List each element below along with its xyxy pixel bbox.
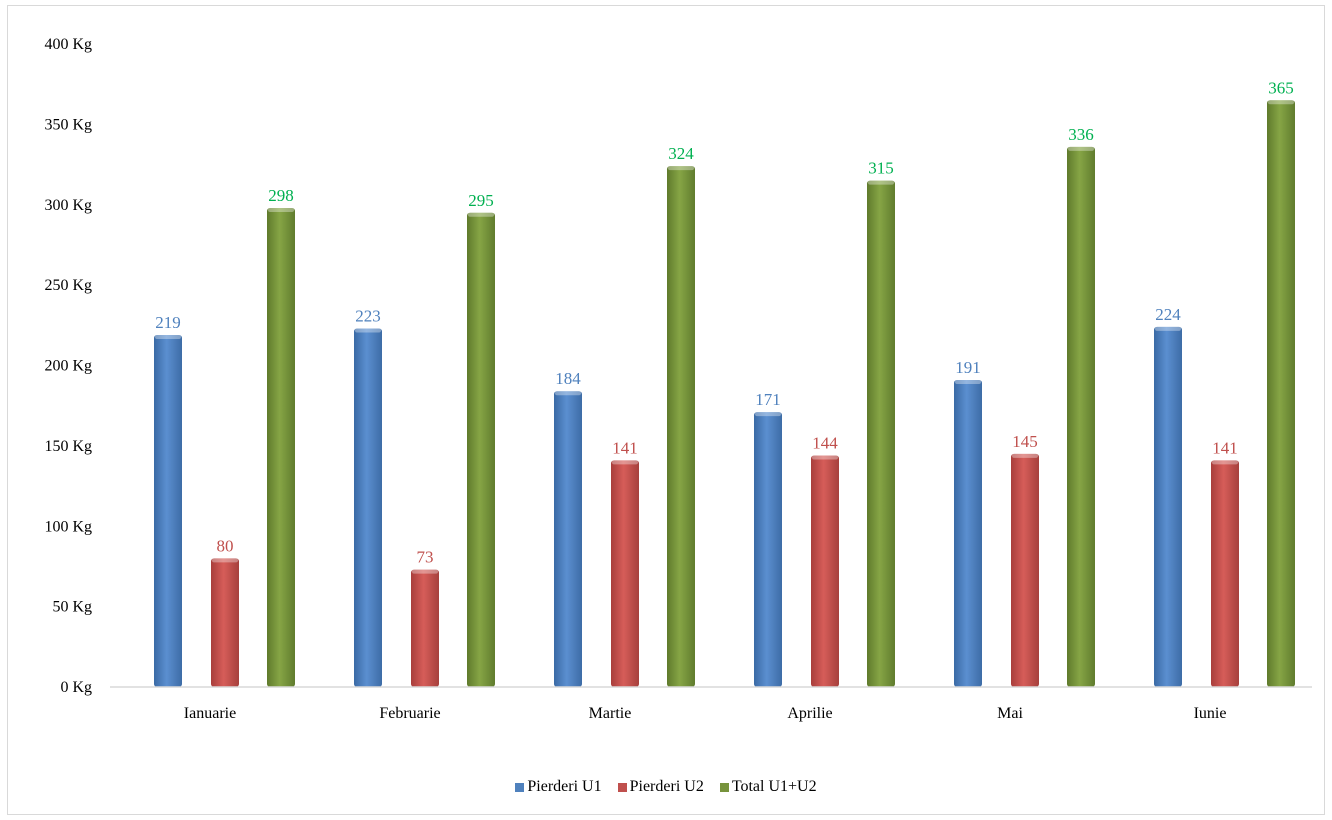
bar-cap: [155, 334, 181, 339]
bar-pierderi-u1-februarie: [354, 328, 382, 687]
bar-total-u1-u2-iunie: [1267, 100, 1295, 687]
bar-pierderi-u2-februarie: [411, 569, 439, 687]
y-tick-label: 350 Kg: [44, 116, 92, 133]
x-tick-label: Mai: [997, 705, 1023, 722]
bar-pierderi-u1-ianuarie: [154, 334, 182, 687]
data-label: 191: [955, 358, 981, 377]
y-tick-label: 150 Kg: [44, 438, 92, 455]
data-label: 73: [417, 548, 434, 567]
bar-cap: [868, 180, 894, 185]
x-tick-label: Februarie: [379, 705, 440, 722]
x-tick-label: Ianuarie: [184, 705, 236, 722]
data-label: 144: [812, 434, 838, 453]
y-tick-label: 200 Kg: [44, 358, 92, 375]
bar-total-u1-u2-februarie: [467, 212, 495, 687]
bar-cap: [555, 391, 581, 396]
data-label: 223: [355, 307, 381, 326]
bar-cap: [1068, 146, 1094, 151]
data-label: 80: [217, 536, 234, 555]
legend-item-pierderi-u2: Pierderi U2: [617, 778, 704, 796]
data-label: 365: [1268, 78, 1294, 97]
bar-cap: [755, 412, 781, 417]
bar-cap: [268, 207, 294, 212]
bar-cap: [412, 569, 438, 574]
legend-item-pierderi-u1: Pierderi U1: [515, 778, 602, 796]
legend-label-total-u1-u2: Total U1+U2: [731, 778, 817, 795]
data-label: 315: [868, 159, 894, 178]
legend-swatch-pierderi-u2: [617, 782, 627, 792]
bar-pierderi-u2-ianuarie: [211, 558, 239, 687]
data-label: 219: [155, 313, 181, 332]
bar-cap: [1212, 460, 1238, 465]
bar-pierderi-u1-iunie: [1154, 326, 1182, 687]
bar-cap: [212, 558, 238, 563]
data-label: 184: [555, 369, 581, 388]
x-tick-label: Iunie: [1194, 705, 1227, 722]
legend-swatch-total-u1-u2: [719, 782, 729, 792]
bar-pierderi-u2-martie: [611, 460, 639, 687]
data-label: 171: [755, 390, 781, 409]
y-tick-label: 300 Kg: [44, 197, 92, 214]
legend-item-total-u1-u2: Total U1+U2: [719, 778, 817, 796]
legend-label-pierderi-u1: Pierderi U1: [527, 778, 602, 795]
bar-pierderi-u2-mai: [1011, 453, 1039, 687]
bar-pierderi-u1-aprilie: [754, 412, 782, 687]
bar-total-u1-u2-ianuarie: [267, 207, 295, 687]
legend-swatch-pierderi-u1: [515, 782, 525, 792]
x-tick-label: Aprilie: [787, 705, 832, 722]
bar-cap: [355, 328, 381, 333]
bar-cap: [668, 166, 694, 171]
bar-pierderi-u2-aprilie: [811, 455, 839, 687]
data-label: 336: [1068, 125, 1094, 144]
bar-cap: [468, 212, 494, 217]
data-label: 224: [1155, 305, 1181, 324]
bar-pierderi-u1-mai: [954, 379, 982, 687]
legend: Pierderi U1 Pierderi U2 Total U1+U2: [0, 778, 1332, 797]
data-label: 141: [1212, 438, 1238, 457]
legend-label-pierderi-u2: Pierderi U2: [629, 778, 704, 795]
data-label: 295: [468, 191, 494, 210]
data-label: 324: [668, 144, 694, 163]
bar-cap: [955, 379, 981, 384]
bar-total-u1-u2-martie: [667, 166, 695, 688]
y-tick-label: 250 Kg: [44, 277, 92, 294]
bar-cap: [612, 460, 638, 465]
y-tick-label: 100 Kg: [44, 518, 92, 535]
x-tick-label: Martie: [589, 705, 632, 722]
bar-cap: [1155, 326, 1181, 331]
bar-pierderi-u1-martie: [554, 391, 582, 687]
y-tick-label: 400 Kg: [44, 36, 92, 53]
bar-cap: [1012, 453, 1038, 458]
data-label: 298: [268, 186, 294, 205]
y-tick-label: 0 Kg: [60, 679, 92, 696]
bar-pierderi-u2-iunie: [1211, 460, 1239, 687]
data-label: 141: [612, 438, 638, 457]
bar-cap: [1268, 100, 1294, 105]
bar-total-u1-u2-aprilie: [867, 180, 895, 687]
data-label: 145: [1012, 432, 1038, 451]
bar-cap: [812, 455, 838, 460]
y-tick-label: 50 Kg: [52, 599, 92, 616]
bar-total-u1-u2-mai: [1067, 146, 1095, 687]
